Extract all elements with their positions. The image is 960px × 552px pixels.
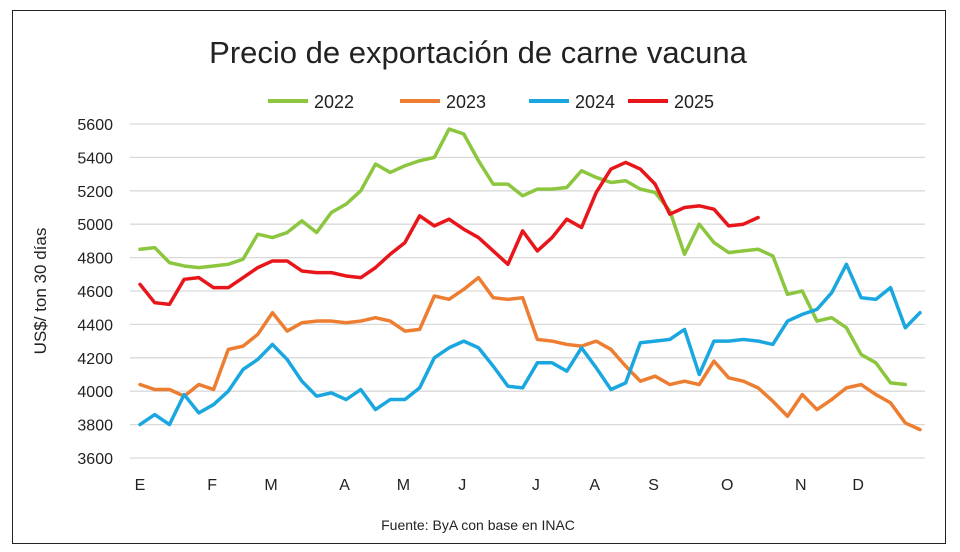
legend-label: 2022 bbox=[314, 92, 354, 112]
x-tick-label: M bbox=[397, 477, 410, 494]
series-line-2025 bbox=[138, 160, 760, 307]
legend-item-2022: 2022 bbox=[268, 92, 354, 112]
series-line-2022 bbox=[138, 127, 908, 387]
series-line-2023 bbox=[138, 275, 922, 432]
legend-item-2025: 2025 bbox=[628, 92, 714, 112]
y-tick-label: 5400 bbox=[77, 150, 113, 167]
series-line-2024 bbox=[138, 262, 922, 427]
legend-label: 2023 bbox=[446, 92, 486, 112]
y-tick-label: 4000 bbox=[77, 384, 113, 401]
x-tick-label: J bbox=[458, 477, 466, 494]
x-tick-label: S bbox=[648, 477, 659, 494]
y-tick-label: 4400 bbox=[77, 317, 113, 334]
x-tick-label: E bbox=[135, 477, 146, 494]
x-tick-label: M bbox=[264, 477, 277, 494]
legend-item-2024: 2024 bbox=[529, 92, 615, 112]
chart-frame bbox=[12, 10, 946, 544]
chart-title: Precio de exportación de carne vacuna bbox=[209, 35, 747, 70]
x-tick-label: A bbox=[339, 477, 350, 494]
y-tick-label: 4800 bbox=[77, 251, 113, 268]
x-tick-label: J bbox=[532, 477, 540, 494]
y-tick-label: 3600 bbox=[77, 451, 113, 468]
x-tick-label: N bbox=[795, 477, 807, 494]
legend-item-2023: 2023 bbox=[400, 92, 486, 112]
y-axis-label: US$/ ton 30 días bbox=[31, 228, 50, 355]
y-tick-label: 5200 bbox=[77, 184, 113, 201]
x-tick-label: A bbox=[589, 477, 600, 494]
x-tick-label: D bbox=[852, 477, 864, 494]
legend-label: 2024 bbox=[575, 92, 615, 112]
legend-label: 2025 bbox=[674, 92, 714, 112]
y-tick-label: 3800 bbox=[77, 418, 113, 435]
x-tick-label: F bbox=[207, 477, 217, 494]
y-tick-label: 4600 bbox=[77, 284, 113, 301]
y-tick-label: 5000 bbox=[77, 217, 113, 234]
y-tick-label: 5600 bbox=[77, 117, 113, 134]
x-tick-label: O bbox=[721, 477, 733, 494]
source-note: Fuente: ByA con base en INAC bbox=[381, 517, 575, 533]
y-tick-label: 4200 bbox=[77, 351, 113, 368]
